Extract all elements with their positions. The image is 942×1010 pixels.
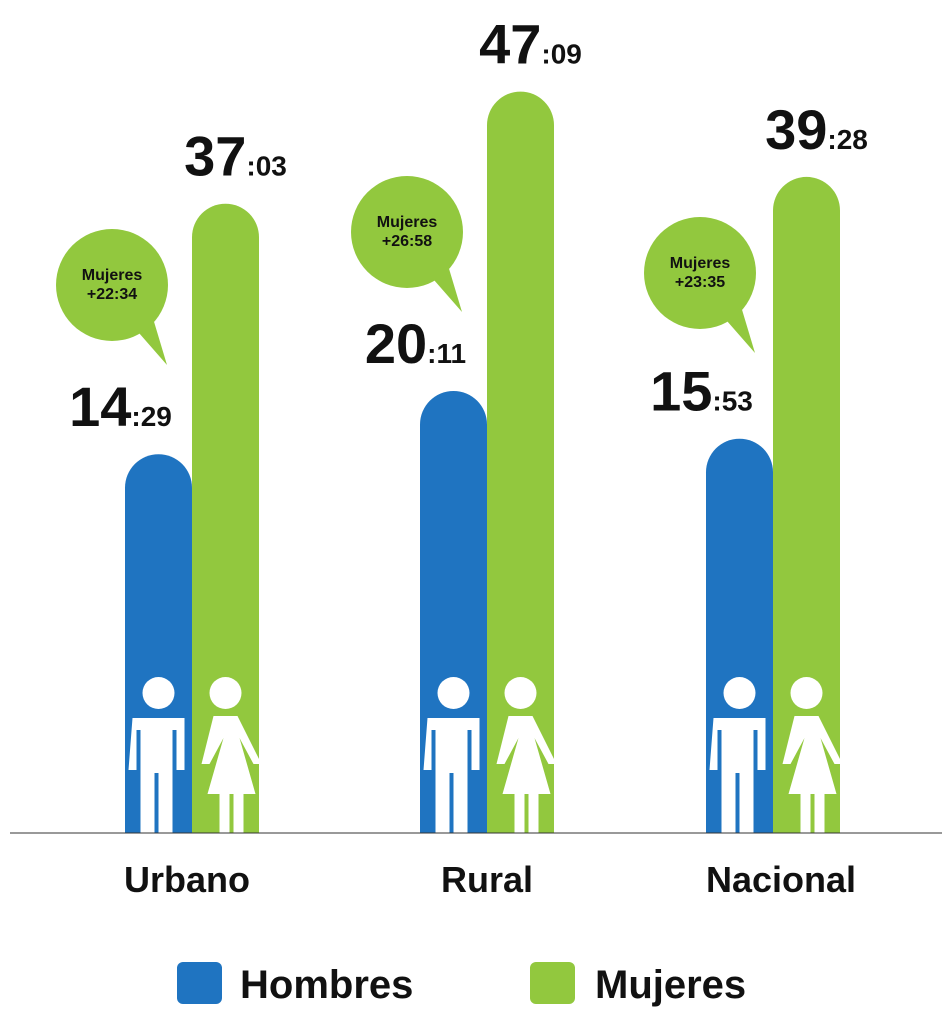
legend-swatch xyxy=(530,962,575,1004)
bubble xyxy=(56,229,168,341)
woman-icon xyxy=(782,677,843,834)
bar xyxy=(487,91,554,833)
man-icon xyxy=(128,677,185,833)
x-tick-label: Rural xyxy=(441,859,533,900)
bar xyxy=(773,176,840,833)
woman-icon xyxy=(201,677,262,834)
icon-head xyxy=(504,677,537,709)
x-tick-label: Urbano xyxy=(124,859,250,900)
icon-head xyxy=(437,677,470,709)
icon-body xyxy=(496,716,557,834)
x-tick-label: Nacional xyxy=(706,859,856,900)
bubble-label: Mujeres xyxy=(670,255,731,272)
bubble-value: +23:35 xyxy=(675,274,725,291)
legend-label: Hombres xyxy=(240,963,413,1007)
icon-head xyxy=(142,677,175,709)
legend-swatch xyxy=(177,962,222,1004)
bubble-value: +22:34 xyxy=(87,286,137,303)
bubble-label: Mujeres xyxy=(82,267,143,284)
icon-body xyxy=(709,718,766,833)
bubble xyxy=(644,217,756,329)
value-label: 47:09 xyxy=(479,13,582,76)
legend-label: Mujeres xyxy=(595,963,746,1007)
bubble-label: Mujeres xyxy=(377,214,438,231)
icon-body xyxy=(782,716,843,834)
man-icon xyxy=(709,677,766,833)
bar xyxy=(192,203,259,833)
woman-icon xyxy=(496,677,557,834)
bubble-value: +26:58 xyxy=(382,233,432,250)
icon-head xyxy=(790,677,823,709)
icon-body xyxy=(423,718,480,833)
icon-head xyxy=(723,677,756,709)
value-label: 15:53 xyxy=(650,360,753,423)
value-label: 14:29 xyxy=(69,375,172,438)
icon-body xyxy=(128,718,185,833)
bubble xyxy=(351,176,463,288)
man-icon xyxy=(423,677,480,833)
icon-head xyxy=(209,677,242,709)
value-label: 20:11 xyxy=(365,312,466,375)
value-label: 37:03 xyxy=(184,125,287,188)
value-label: 39:28 xyxy=(765,98,868,161)
icon-body xyxy=(201,716,262,834)
